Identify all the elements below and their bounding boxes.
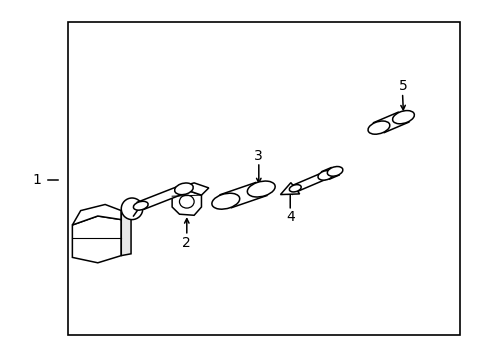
Polygon shape	[220, 183, 266, 208]
Polygon shape	[280, 183, 299, 195]
Ellipse shape	[367, 121, 389, 134]
Polygon shape	[72, 216, 121, 263]
Text: 5: 5	[398, 78, 407, 93]
Text: 4: 4	[285, 210, 294, 224]
Ellipse shape	[317, 171, 333, 180]
Ellipse shape	[121, 198, 142, 220]
Polygon shape	[72, 204, 121, 225]
Polygon shape	[172, 183, 208, 196]
Ellipse shape	[211, 193, 239, 209]
Polygon shape	[137, 185, 187, 209]
Ellipse shape	[247, 181, 275, 197]
Ellipse shape	[326, 167, 342, 176]
Ellipse shape	[174, 183, 193, 195]
Bar	[68, 22, 459, 335]
Ellipse shape	[133, 201, 148, 210]
Text: 1: 1	[32, 173, 41, 187]
Text: 3: 3	[254, 149, 263, 163]
Ellipse shape	[289, 185, 301, 192]
Polygon shape	[321, 168, 338, 179]
Polygon shape	[172, 190, 201, 215]
Polygon shape	[292, 172, 328, 191]
Text: 2: 2	[182, 236, 191, 250]
Polygon shape	[121, 211, 131, 256]
Ellipse shape	[176, 184, 191, 193]
Polygon shape	[373, 112, 408, 132]
Ellipse shape	[179, 195, 194, 208]
Ellipse shape	[392, 111, 413, 124]
Ellipse shape	[319, 172, 331, 179]
